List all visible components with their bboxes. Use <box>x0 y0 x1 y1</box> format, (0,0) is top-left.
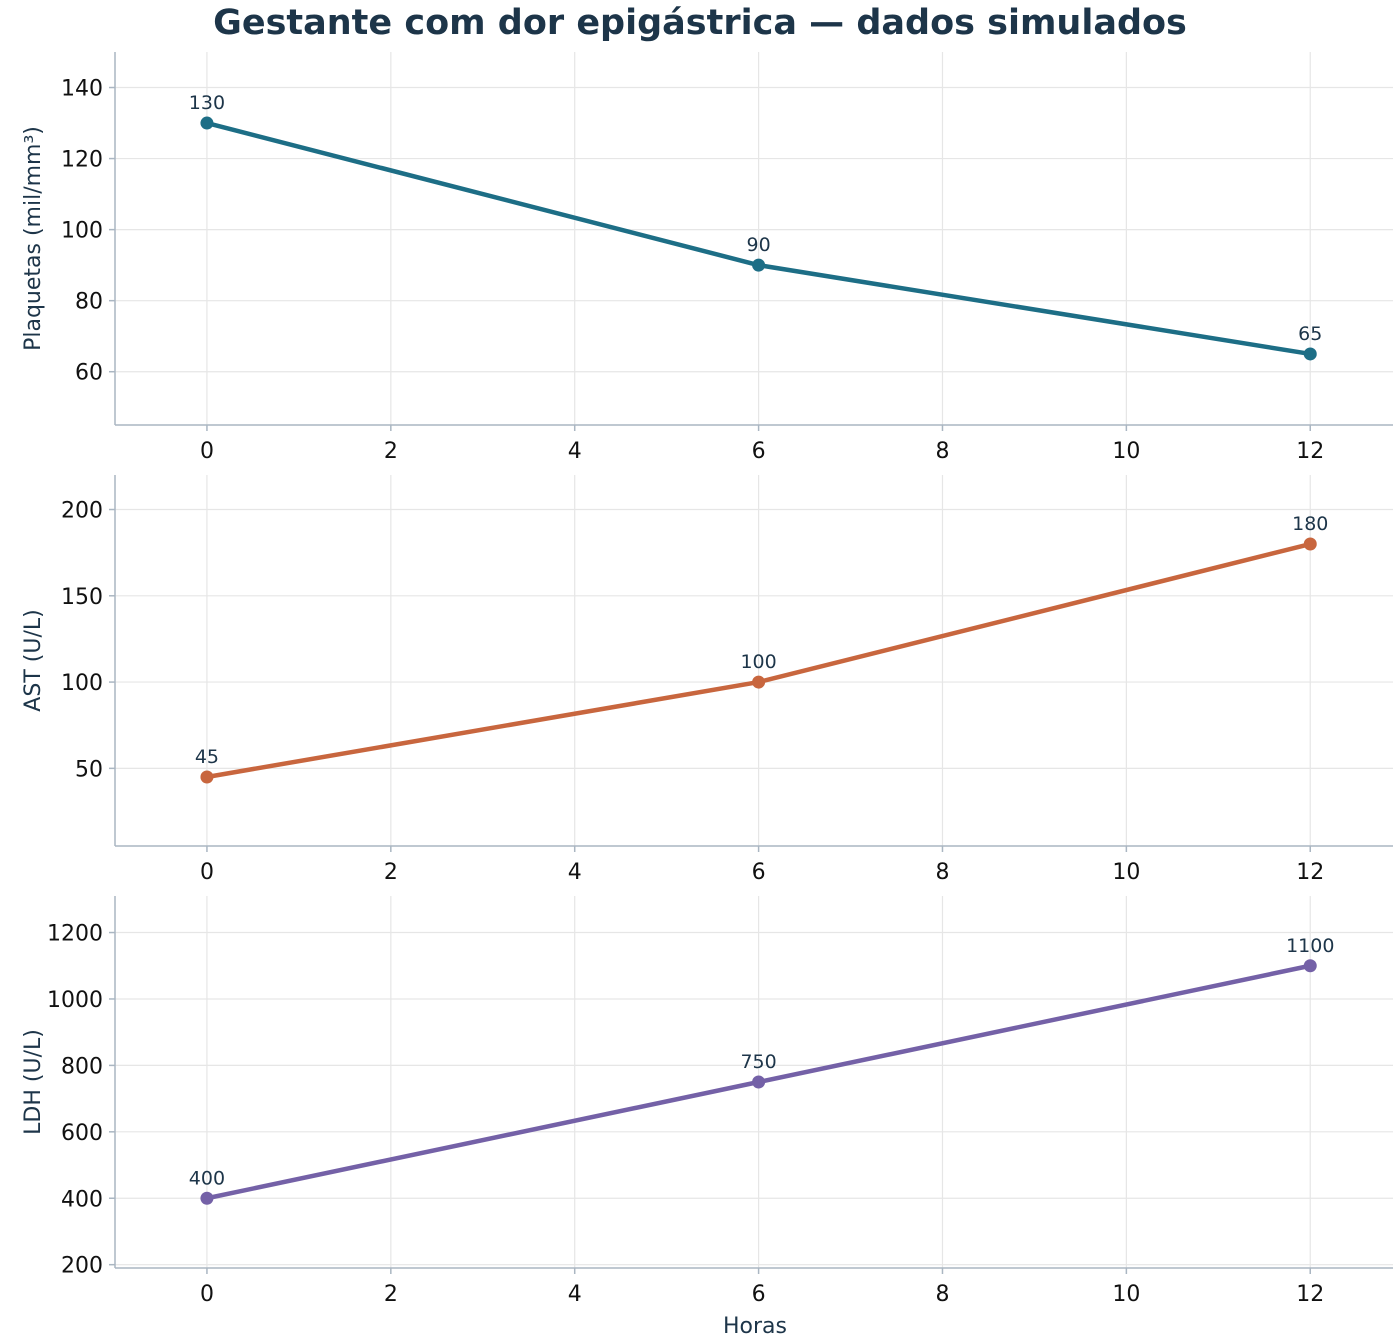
data-point <box>752 675 766 689</box>
x-tick-label: 2 <box>384 1282 398 1307</box>
y-tick-label: 400 <box>61 1187 103 1212</box>
y-tick-label: 1000 <box>47 988 103 1013</box>
x-tick-label: 0 <box>200 860 214 885</box>
y-tick-label: 1200 <box>47 922 103 947</box>
data-label: 1100 <box>1286 935 1334 957</box>
data-label: 65 <box>1298 323 1322 345</box>
x-axis-label: Horas <box>723 1314 787 1339</box>
data-point <box>200 1191 214 1205</box>
data-point <box>1303 347 1317 361</box>
y-tick-label: 800 <box>61 1054 103 1079</box>
x-tick-label: 8 <box>935 439 949 464</box>
x-tick-label: 12 <box>1296 1282 1324 1307</box>
x-tick-label: 8 <box>935 860 949 885</box>
data-label: 100 <box>740 651 776 673</box>
data-label: 750 <box>740 1051 776 1073</box>
y-tick-label: 120 <box>61 148 103 173</box>
data-point <box>200 116 214 130</box>
x-tick-label: 4 <box>568 860 582 885</box>
x-tick-label: 10 <box>1112 860 1140 885</box>
x-tick-label: 8 <box>935 1282 949 1307</box>
x-tick-label: 6 <box>752 1282 766 1307</box>
y-axis-label: LDH (U/L) <box>21 1029 46 1135</box>
panel-2: 0 2 4 6 8 10 12 50 100 150 200 AST (U/L) 45 100 180 <box>21 475 1393 885</box>
y-tick-label: 100 <box>61 671 103 696</box>
y-tick-label: 200 <box>61 499 103 524</box>
data-label: 90 <box>747 234 771 256</box>
x-tick-label: 2 <box>384 439 398 464</box>
y-tick-label: 80 <box>75 290 103 315</box>
y-tick-label: 140 <box>61 77 103 102</box>
x-tick-label: 12 <box>1296 860 1324 885</box>
x-tick-label: 6 <box>752 860 766 885</box>
y-axis-label: Plaquetas (mil/mm³) <box>21 126 46 351</box>
chart-title: Gestante com dor epigástrica — dados sim… <box>213 3 1187 43</box>
data-point <box>1303 537 1317 551</box>
y-tick-label: 600 <box>61 1121 103 1146</box>
y-tick-label: 100 <box>61 219 103 244</box>
data-point <box>200 770 214 784</box>
data-point <box>1303 959 1317 973</box>
panel-1: 0 2 4 6 8 10 12 60 80 100 120 140 Plaquetas (mil/mm³… <box>21 52 1393 464</box>
y-tick-label: 50 <box>75 757 103 782</box>
y-axis-label: AST (U/L) <box>21 609 46 711</box>
data-label: 130 <box>189 92 225 114</box>
panel-3: 0 2 4 6 8 10 12 200 400 600 800 1000 1200 LDH (U/L) 40… <box>21 896 1393 1307</box>
y-tick-label: 200 <box>61 1254 103 1279</box>
x-tick-label: 2 <box>384 860 398 885</box>
data-point <box>752 258 766 272</box>
y-tick-label: 60 <box>75 361 103 386</box>
data-label: 180 <box>1292 513 1328 535</box>
x-tick-label: 0 <box>200 1282 214 1307</box>
y-tick-label: 150 <box>61 585 103 610</box>
x-tick-label: 4 <box>568 439 582 464</box>
x-tick-label: 10 <box>1112 1282 1140 1307</box>
data-label: 45 <box>195 746 219 768</box>
x-tick-label: 10 <box>1112 439 1140 464</box>
x-tick-label: 12 <box>1296 439 1324 464</box>
data-label: 400 <box>189 1167 225 1189</box>
x-tick-label: 6 <box>752 439 766 464</box>
x-tick-label: 0 <box>200 439 214 464</box>
x-tick-label: 4 <box>568 1282 582 1307</box>
data-point <box>752 1075 766 1089</box>
